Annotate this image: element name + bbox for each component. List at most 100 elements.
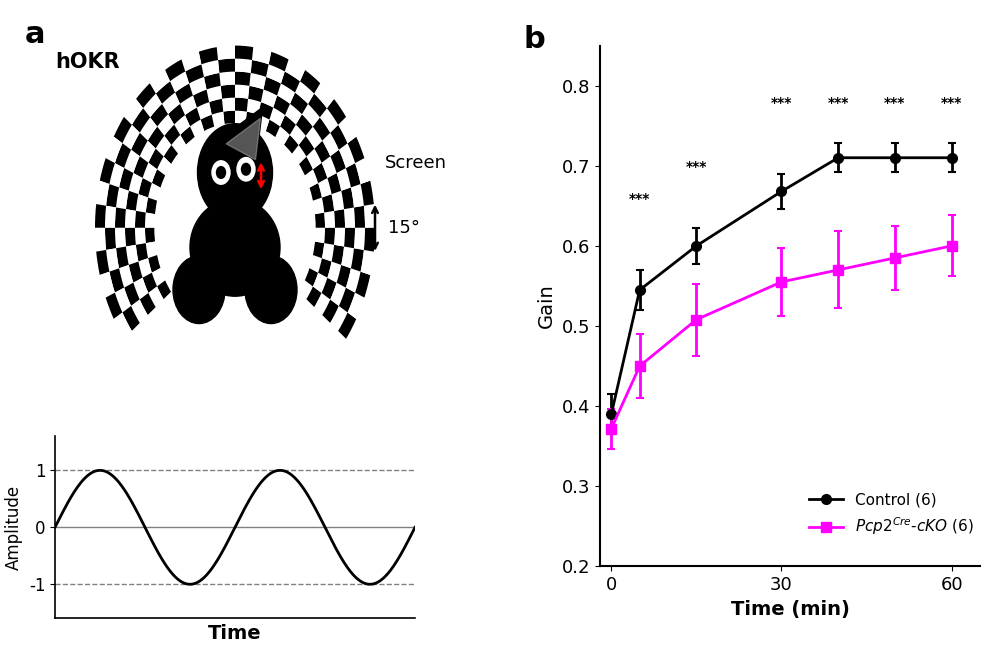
Wedge shape (204, 73, 221, 89)
Wedge shape (296, 114, 313, 136)
Wedge shape (96, 250, 109, 275)
Wedge shape (189, 77, 207, 96)
Wedge shape (285, 59, 305, 81)
Wedge shape (348, 137, 364, 163)
Ellipse shape (190, 199, 280, 296)
Wedge shape (190, 120, 204, 137)
Wedge shape (330, 283, 346, 306)
Wedge shape (143, 163, 157, 183)
Wedge shape (148, 255, 161, 273)
Wedge shape (145, 228, 156, 243)
Wedge shape (131, 133, 148, 156)
Wedge shape (324, 211, 335, 228)
Wedge shape (114, 312, 132, 339)
Wedge shape (304, 268, 318, 286)
Y-axis label: Amplitude: Amplitude (5, 485, 23, 570)
Wedge shape (285, 104, 302, 124)
Wedge shape (140, 117, 157, 141)
Wedge shape (322, 156, 337, 178)
Wedge shape (115, 143, 131, 168)
Circle shape (216, 167, 226, 178)
Wedge shape (280, 115, 296, 135)
Wedge shape (152, 268, 166, 286)
Wedge shape (185, 107, 201, 126)
Wedge shape (327, 173, 341, 194)
Wedge shape (348, 292, 364, 319)
Wedge shape (100, 158, 115, 184)
Polygon shape (226, 118, 260, 159)
Wedge shape (298, 156, 313, 176)
Wedge shape (217, 46, 235, 60)
Wedge shape (116, 247, 129, 268)
Wedge shape (327, 262, 341, 283)
Wedge shape (314, 293, 330, 315)
Wedge shape (146, 242, 158, 258)
Wedge shape (338, 117, 356, 143)
Text: 15°: 15° (388, 219, 420, 237)
Wedge shape (314, 228, 325, 243)
Wedge shape (129, 173, 143, 194)
Wedge shape (313, 273, 327, 293)
Wedge shape (131, 299, 148, 323)
Wedge shape (109, 163, 124, 187)
Wedge shape (275, 126, 290, 145)
Wedge shape (269, 107, 285, 126)
Wedge shape (322, 278, 337, 299)
Wedge shape (309, 183, 322, 201)
Wedge shape (258, 102, 273, 120)
Text: b: b (524, 25, 546, 54)
Wedge shape (334, 209, 345, 228)
Text: ***: *** (884, 96, 906, 109)
Wedge shape (304, 169, 318, 188)
Wedge shape (150, 70, 170, 94)
Wedge shape (299, 136, 314, 156)
Wedge shape (290, 124, 306, 145)
Wedge shape (171, 135, 186, 154)
Wedge shape (133, 156, 148, 178)
Wedge shape (125, 209, 136, 228)
Circle shape (212, 161, 230, 184)
Wedge shape (145, 213, 156, 228)
Wedge shape (124, 150, 140, 173)
Wedge shape (201, 60, 219, 77)
Wedge shape (337, 265, 351, 288)
Wedge shape (115, 228, 126, 248)
Wedge shape (223, 111, 235, 124)
Wedge shape (122, 125, 140, 150)
Wedge shape (341, 247, 354, 268)
Wedge shape (218, 59, 235, 73)
Wedge shape (320, 108, 338, 133)
Wedge shape (235, 111, 247, 124)
Wedge shape (152, 169, 166, 188)
Wedge shape (330, 306, 348, 331)
Wedge shape (235, 59, 252, 73)
Wedge shape (221, 85, 235, 99)
Wedge shape (146, 197, 158, 214)
Wedge shape (318, 178, 332, 197)
Text: ***: *** (629, 192, 650, 206)
Wedge shape (125, 228, 136, 247)
Wedge shape (355, 271, 370, 298)
Wedge shape (334, 228, 345, 247)
Circle shape (198, 124, 272, 221)
Wedge shape (235, 98, 248, 112)
Wedge shape (105, 228, 116, 250)
Wedge shape (140, 293, 156, 315)
Wedge shape (162, 92, 180, 114)
Wedge shape (135, 228, 146, 245)
Wedge shape (322, 133, 339, 156)
Wedge shape (295, 81, 314, 104)
Wedge shape (180, 96, 197, 115)
Wedge shape (354, 206, 365, 228)
Wedge shape (302, 104, 320, 126)
Wedge shape (136, 83, 156, 108)
Wedge shape (245, 112, 258, 127)
Wedge shape (115, 208, 126, 228)
Wedge shape (308, 94, 327, 117)
Wedge shape (247, 99, 261, 115)
Wedge shape (136, 194, 148, 213)
Wedge shape (327, 99, 346, 125)
Wedge shape (170, 72, 189, 92)
X-axis label: Time: Time (208, 624, 262, 643)
Wedge shape (197, 102, 212, 120)
